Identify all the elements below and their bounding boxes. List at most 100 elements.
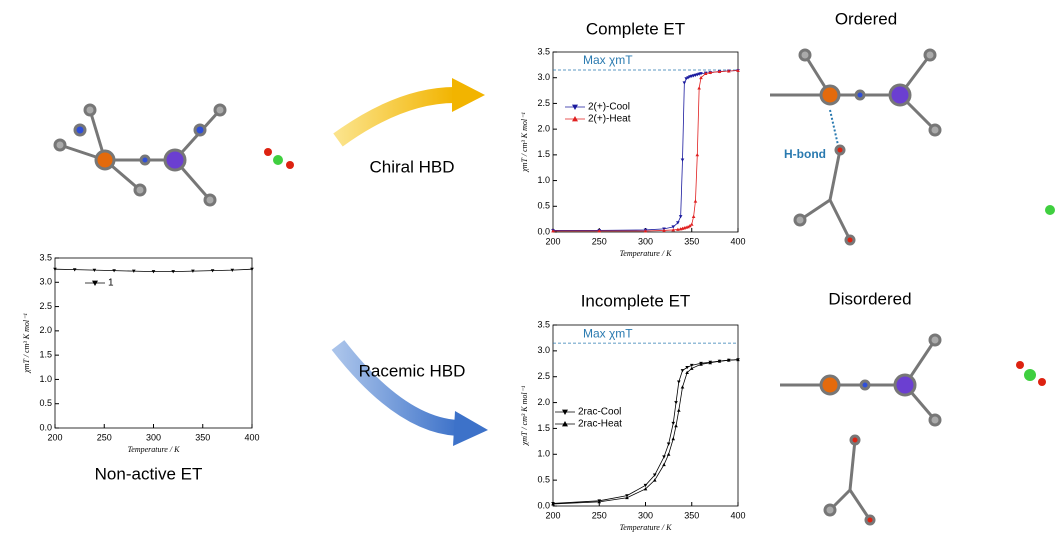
data-point bbox=[674, 424, 678, 428]
data-point bbox=[680, 385, 685, 389]
data-point bbox=[736, 68, 740, 72]
legend-label: 2(+)-Cool bbox=[588, 102, 630, 113]
data-point bbox=[736, 357, 740, 362]
x-tick-label: 400 bbox=[730, 510, 745, 520]
x-axis-label: Temperature / K bbox=[620, 249, 673, 258]
y-tick-label: 1.0 bbox=[39, 374, 52, 384]
data-point bbox=[666, 442, 671, 446]
data-point bbox=[699, 72, 703, 76]
y-tick-label: 3.5 bbox=[537, 319, 550, 329]
y-tick-label: 1.5 bbox=[537, 423, 550, 433]
label: Chiral HBD bbox=[369, 157, 454, 176]
data-point bbox=[680, 158, 685, 162]
data-point bbox=[671, 436, 676, 441]
data-point bbox=[151, 270, 156, 274]
data-point bbox=[671, 228, 676, 232]
legend-label: 2rac-Heat bbox=[578, 419, 622, 430]
y-axis-label: χmT / cm³ K mol⁻¹ bbox=[22, 313, 31, 374]
data-point bbox=[662, 455, 666, 459]
reference-label: Max χmT bbox=[583, 53, 633, 67]
data-point bbox=[726, 69, 731, 73]
x-tick-label: 350 bbox=[684, 510, 699, 520]
data-point bbox=[597, 500, 602, 504]
y-tick-label: 1.5 bbox=[39, 350, 52, 360]
y-axis-label: χmT / cm³ K mol⁻¹ bbox=[520, 112, 529, 173]
data-point bbox=[703, 71, 708, 76]
chart-caption: Non-active ET bbox=[95, 464, 203, 483]
label: H-bond bbox=[784, 147, 826, 161]
y-tick-label: 0.0 bbox=[39, 422, 52, 432]
data-point bbox=[699, 75, 703, 80]
label: Disordered bbox=[828, 289, 911, 308]
chart-title: Incomplete ET bbox=[581, 291, 691, 310]
data-point bbox=[717, 69, 722, 73]
x-tick-label: 400 bbox=[730, 236, 745, 246]
data-point bbox=[597, 229, 602, 233]
data-point bbox=[678, 215, 683, 219]
y-tick-label: 3.5 bbox=[537, 46, 550, 56]
data-point bbox=[695, 153, 700, 157]
y-tick-label: 3.0 bbox=[537, 345, 550, 355]
y-axis-label: χmT / cm³ K mol⁻¹ bbox=[520, 385, 529, 446]
data-point bbox=[662, 228, 666, 232]
x-tick-label: 250 bbox=[592, 236, 607, 246]
y-tick-label: 2.5 bbox=[537, 98, 550, 108]
data-point bbox=[680, 369, 685, 373]
series-line bbox=[552, 359, 739, 504]
data-point bbox=[708, 360, 713, 365]
data-point bbox=[684, 77, 688, 81]
x-tick-label: 400 bbox=[244, 432, 259, 442]
data-point bbox=[132, 269, 136, 273]
y-tick-label: 2.5 bbox=[537, 371, 550, 381]
y-tick-label: 0.5 bbox=[537, 201, 550, 211]
y-tick-label: 1.0 bbox=[537, 449, 550, 459]
data-point bbox=[686, 225, 690, 229]
data-point bbox=[250, 267, 254, 271]
data-point bbox=[717, 359, 722, 363]
arrow bbox=[331, 340, 488, 446]
reference-label: Max χmT bbox=[583, 326, 633, 340]
x-tick-label: 250 bbox=[97, 432, 112, 442]
x-axis-label: Temperature / K bbox=[620, 523, 673, 532]
y-tick-label: 2.0 bbox=[537, 397, 550, 407]
x-tick-label: 200 bbox=[545, 236, 560, 246]
data-point bbox=[689, 222, 694, 226]
x-tick-label: 350 bbox=[195, 432, 210, 442]
data-point bbox=[191, 269, 195, 273]
series-line bbox=[553, 70, 739, 231]
data-point bbox=[685, 365, 689, 370]
x-tick-label: 300 bbox=[146, 432, 161, 442]
data-point bbox=[210, 269, 215, 273]
data-point bbox=[693, 199, 698, 203]
x-axis-label: Temperature / K bbox=[128, 445, 181, 454]
data-point bbox=[691, 214, 696, 219]
molecule bbox=[780, 333, 1046, 526]
data-point bbox=[689, 366, 694, 370]
data-point bbox=[652, 478, 657, 482]
series-line bbox=[553, 70, 739, 232]
y-tick-label: 1.5 bbox=[537, 149, 550, 159]
data-point bbox=[686, 76, 690, 80]
data-point bbox=[652, 473, 657, 477]
legend-marker bbox=[562, 409, 568, 415]
legend-marker bbox=[92, 280, 98, 286]
data-point bbox=[643, 487, 648, 491]
data-point bbox=[671, 421, 676, 426]
legend-marker bbox=[562, 421, 568, 427]
data-point bbox=[666, 452, 671, 456]
molecule bbox=[53, 103, 294, 207]
data-point bbox=[671, 225, 676, 229]
y-tick-label: 3.5 bbox=[39, 252, 52, 262]
series-line bbox=[552, 359, 739, 505]
arrow bbox=[333, 78, 485, 147]
y-tick-label: 2.5 bbox=[39, 301, 52, 311]
x-tick-label: 300 bbox=[638, 236, 653, 246]
legend-marker bbox=[572, 116, 578, 122]
y-tick-label: 2.0 bbox=[39, 325, 52, 335]
x-tick-label: 350 bbox=[684, 236, 699, 246]
y-tick-label: 3.0 bbox=[537, 72, 550, 82]
data-point bbox=[676, 221, 680, 225]
plot-frame bbox=[552, 51, 739, 233]
data-point bbox=[676, 227, 680, 231]
